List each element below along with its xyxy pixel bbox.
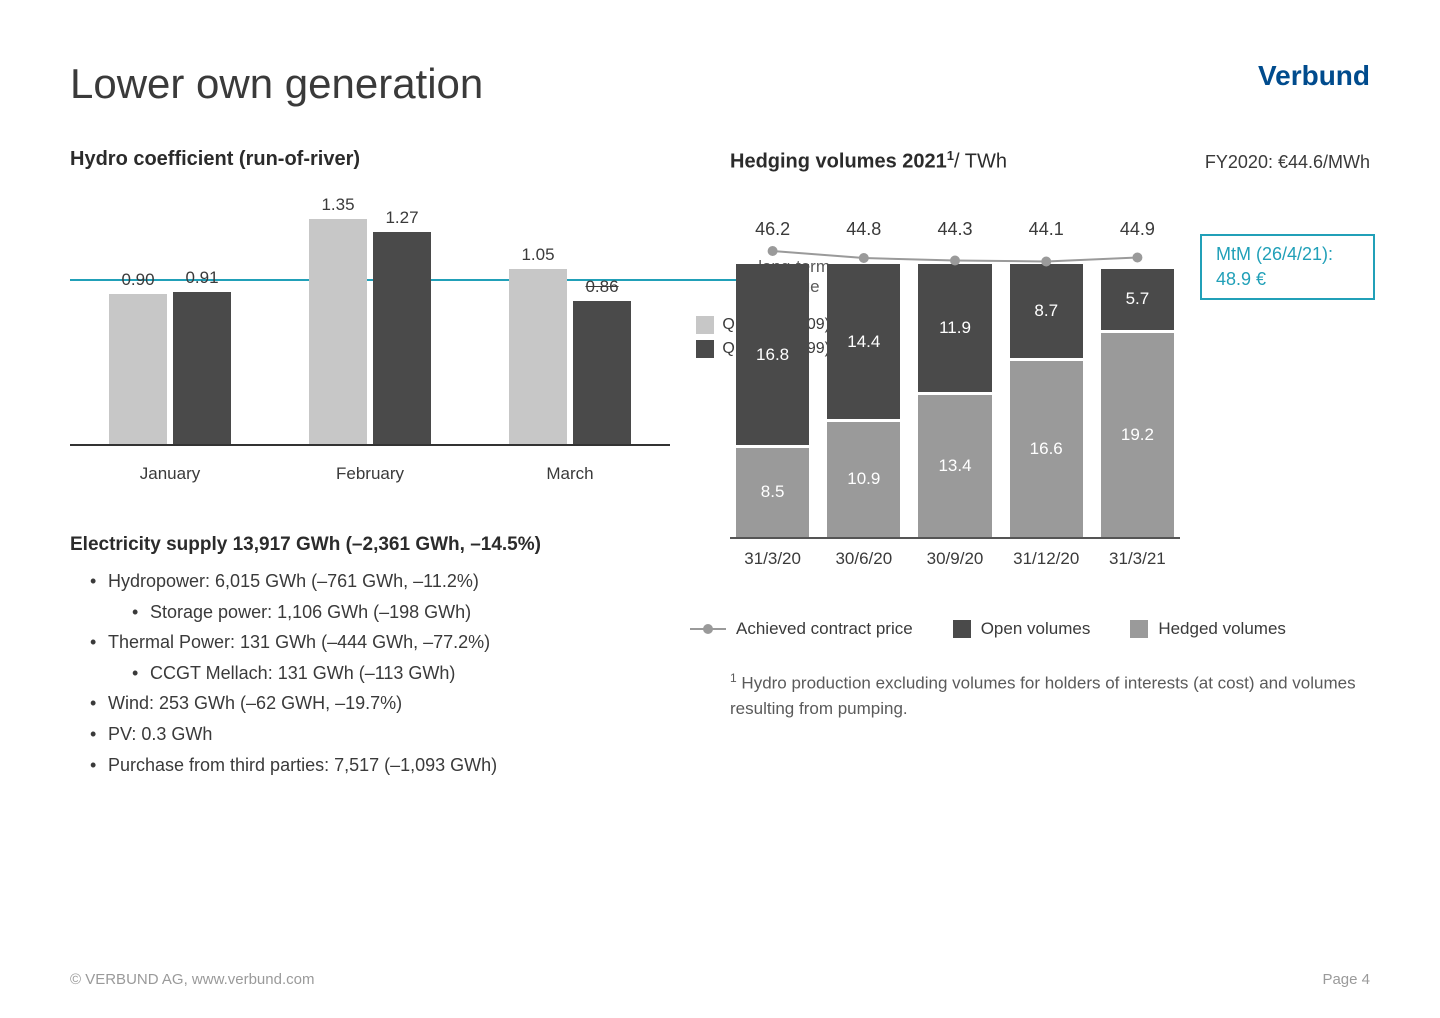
open-segment: 14.4 — [827, 264, 900, 419]
hedging-col: 46.2 16.88.5 — [736, 219, 809, 537]
hydro-xlabel: March — [470, 454, 670, 484]
hydro-bar-label: 1.05 — [521, 245, 554, 265]
supply-subitem: Storage power: 1,106 GWh (–198 GWh) — [132, 597, 670, 628]
hedging-xlabel: 31/3/21 — [1101, 549, 1174, 569]
content: Hydro coefficient (run-of-river) long-te… — [70, 148, 1370, 780]
hydro-bar: 0.90 — [109, 294, 167, 444]
hydro-bar-label: 0.91 — [185, 268, 218, 288]
legend-swatch-icon — [696, 316, 714, 334]
supply-section: Electricity supply 13,917 GWh (–2,361 GW… — [70, 534, 670, 780]
page-title: Lower own generation — [70, 60, 483, 108]
mtm-line1: MtM (26/4/21): — [1216, 242, 1359, 267]
hydro-xlabel: February — [270, 454, 470, 484]
header: Lower own generation Verbund — [70, 60, 1370, 108]
hedged-segment: 13.4 — [918, 392, 991, 536]
hedging-header: Hedging volumes 20211/ TWh FY2020: €44.6… — [730, 148, 1370, 199]
hydro-group: 0.900.91 — [70, 292, 270, 444]
footnote-sup: 1 — [730, 671, 737, 685]
legend-open-label: Open volumes — [981, 619, 1091, 639]
open-segment: 11.9 — [918, 264, 991, 392]
hydro-xlabel: January — [70, 454, 270, 484]
hedging-col: 44.3 11.913.4 — [918, 219, 991, 537]
mtm-line2: 48.9 € — [1216, 267, 1359, 292]
hedging-xlabel: 30/9/20 — [918, 549, 991, 569]
hedging-col: 44.8 14.410.9 — [827, 219, 900, 537]
hydro-bar: 0.86 — [573, 301, 631, 444]
hedging-chart: 46.2 16.88.5 44.8 14.410.9 44.3 11.913.4 44.1 8… — [730, 219, 1180, 539]
supply-item: Thermal Power: 131 GWh (–444 GWh, –77.2%… — [90, 627, 670, 688]
legend-swatch-icon — [696, 340, 714, 358]
hedging-col: 44.9 5.719.2 — [1101, 219, 1174, 537]
hydro-bar-label: 1.27 — [385, 208, 418, 228]
supply-list: Hydropower: 6,015 GWh (–761 GWh, –11.2%)… — [70, 566, 670, 780]
hedged-swatch-icon — [1130, 620, 1148, 638]
hydro-bar: 1.35 — [309, 219, 367, 444]
price-label: 44.8 — [846, 219, 881, 240]
left-column: Hydro coefficient (run-of-river) long-te… — [70, 148, 670, 780]
line-marker-icon — [690, 628, 726, 630]
legend-hedged-label: Hedged volumes — [1158, 619, 1286, 639]
footer: © VERBUND AG, www.verbund.com Page 4 — [70, 971, 1370, 988]
hedging-legend: Achieved contract price Open volumes Hed… — [690, 619, 1370, 639]
supply-item: Hydropower: 6,015 GWh (–761 GWh, –11.2%)… — [90, 566, 670, 627]
hydro-bar-label: 0.90 — [121, 270, 154, 290]
hydro-bar-label: 0.86 — [585, 277, 618, 297]
hedging-col: 44.1 8.716.6 — [1010, 219, 1083, 537]
supply-item: PV: 0.3 GWh — [90, 719, 670, 750]
open-swatch-icon — [953, 620, 971, 638]
supply-subitem: CCGT Mellach: 131 GWh (–113 GWh) — [132, 658, 670, 689]
mtm-box: MtM (26/4/21): 48.9 € — [1200, 234, 1375, 300]
price-label: 44.9 — [1120, 219, 1155, 240]
supply-item: Wind: 253 GWh (–62 GWH, –19.7%) — [90, 688, 670, 719]
supply-title: Electricity supply 13,917 GWh (–2,361 GW… — [70, 534, 670, 556]
footer-left: © VERBUND AG, www.verbund.com — [70, 971, 314, 988]
hydro-x-axis: JanuaryFebruaryMarch — [70, 454, 670, 484]
hydro-chart: long-termaverage0.900.911.351.271.050.86 — [70, 196, 670, 446]
fy-note: FY2020: €44.6/MWh — [1205, 152, 1370, 173]
hedging-title-main: Hedging volumes 2021 — [730, 151, 947, 173]
open-segment: 16.8 — [736, 264, 809, 445]
open-segment: 8.7 — [1010, 264, 1083, 358]
hedged-segment: 10.9 — [827, 419, 900, 536]
hydro-group: 1.050.86 — [470, 269, 670, 444]
hedging-xlabel: 31/3/20 — [736, 549, 809, 569]
logo: Verbund — [1258, 60, 1370, 92]
open-segment: 5.7 — [1101, 269, 1174, 330]
hydro-bar: 1.27 — [373, 232, 431, 444]
hedging-x-axis: 31/3/20 30/6/20 30/9/20 31/12/20 31/3/21 — [730, 539, 1180, 569]
hydro-chart-title: Hydro coefficient (run-of-river) — [70, 148, 670, 171]
hedging-title-sup: 1 — [947, 148, 954, 163]
footer-right: Page 4 — [1322, 971, 1370, 988]
hedged-segment: 16.6 — [1010, 358, 1083, 537]
hedging-xlabel: 31/12/20 — [1010, 549, 1083, 569]
hydro-bar: 1.05 — [509, 269, 567, 444]
legend-line: Achieved contract price — [690, 619, 913, 639]
hedging-title-unit: / TWh — [954, 151, 1007, 173]
hydro-bar: 0.91 — [173, 292, 231, 444]
hydro-bar-label: 1.35 — [321, 195, 354, 215]
supply-item: Purchase from third parties: 7,517 (–1,0… — [90, 750, 670, 781]
hydro-group: 1.351.27 — [270, 219, 470, 444]
legend-line-label: Achieved contract price — [736, 619, 913, 639]
price-label: 46.2 — [755, 219, 790, 240]
right-column: Hedging volumes 20211/ TWh FY2020: €44.6… — [730, 148, 1370, 780]
hedging-chart-title: Hedging volumes 20211/ TWh — [730, 148, 1007, 174]
legend-open: Open volumes — [953, 619, 1091, 639]
price-label: 44.1 — [1029, 219, 1064, 240]
hedged-segment: 19.2 — [1101, 330, 1174, 537]
legend-hedged: Hedged volumes — [1130, 619, 1286, 639]
price-label: 44.3 — [937, 219, 972, 240]
hedging-xlabel: 30/6/20 — [827, 549, 900, 569]
footnote-text: Hydro production excluding volumes for h… — [730, 673, 1356, 718]
footnote: 1 Hydro production excluding volumes for… — [730, 669, 1370, 722]
hedged-segment: 8.5 — [736, 445, 809, 537]
